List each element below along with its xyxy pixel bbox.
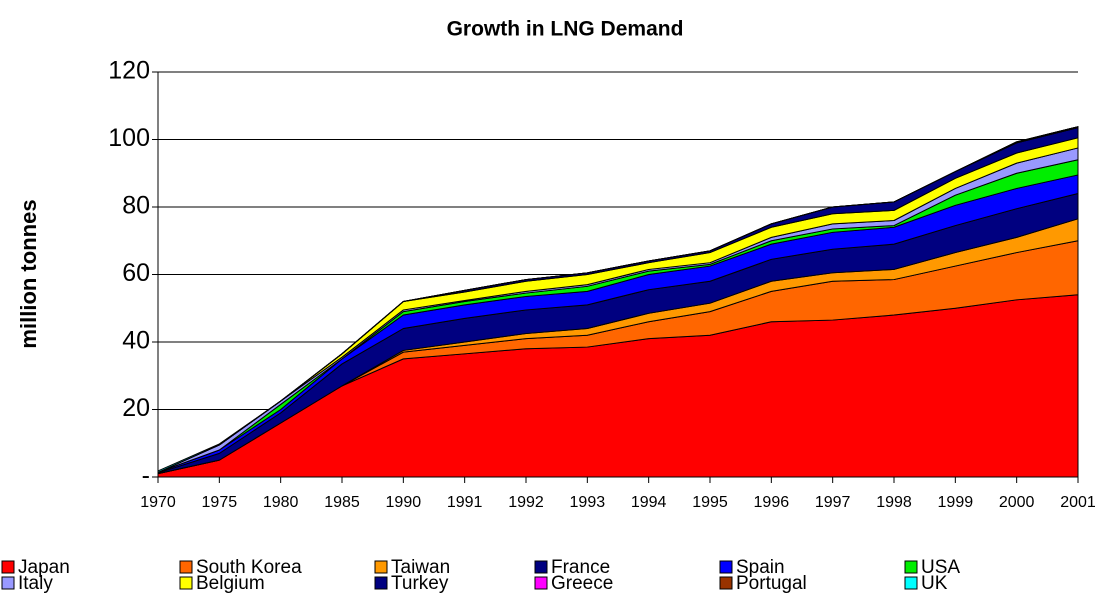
x-tick-label: 1999: [938, 494, 974, 511]
legend-label: Portugal: [736, 573, 807, 594]
y-tick-label: 120: [108, 57, 150, 85]
x-tick-label: 1993: [570, 494, 606, 511]
legend-label: France: [551, 557, 610, 578]
x-tick-label: 2000: [999, 494, 1035, 511]
legend-swatch: [534, 576, 548, 590]
legend-label: Turkey: [391, 573, 449, 594]
legend-label: South Korea: [196, 557, 302, 578]
x-tick-label: 1992: [508, 494, 544, 511]
area: [157, 126, 1079, 473]
x-tick-label: 1994: [631, 494, 667, 511]
x-tick-label: 1995: [692, 494, 728, 511]
legend-swatch: [904, 560, 918, 574]
legend-swatch: [719, 576, 733, 590]
legend-swatch: [374, 576, 388, 590]
legend-label: Italy: [18, 573, 53, 594]
legend-swatch: [534, 560, 548, 574]
y-tick-label: 20: [122, 394, 150, 422]
x-tick-label: 1991: [447, 494, 483, 511]
y-tick-label: -: [142, 462, 150, 490]
legend-label: Japan: [18, 557, 70, 578]
legend-label: Taiwan: [391, 557, 450, 578]
x-tick-label: 1980: [263, 494, 299, 511]
legend-swatch: [179, 576, 193, 590]
legend-label: UK: [921, 573, 948, 594]
x-tick-label: 1985: [324, 494, 360, 511]
legend-label: USA: [921, 557, 960, 578]
x-tick-label: 1975: [202, 494, 238, 511]
x-tick-label: 1997: [815, 494, 851, 511]
y-tick-label: 60: [122, 259, 150, 287]
legend-swatch: [1, 560, 15, 574]
y-tick-label: 100: [108, 124, 150, 152]
y-axis-label: million tonnes: [16, 199, 41, 348]
legend-label: Belgium: [196, 573, 265, 594]
legend-swatch: [179, 560, 193, 574]
x-tick-label: 1998: [876, 494, 912, 511]
x-tick-label: 2001: [1060, 494, 1096, 511]
legend-swatch: [719, 560, 733, 574]
legend-swatch: [1, 576, 15, 590]
legend-label: Greece: [551, 573, 613, 594]
chart-title: Growth in LNG Demand: [447, 18, 684, 41]
x-tick-label: 1996: [754, 494, 790, 511]
x-tick-label: 1990: [386, 494, 422, 511]
legend-swatch: [374, 560, 388, 574]
y-tick-label: 80: [122, 192, 150, 220]
legend-label: Spain: [736, 557, 785, 578]
y-tick-label: 40: [122, 327, 150, 355]
legend-swatch: [904, 576, 918, 590]
x-tick-label: 1970: [140, 494, 176, 511]
